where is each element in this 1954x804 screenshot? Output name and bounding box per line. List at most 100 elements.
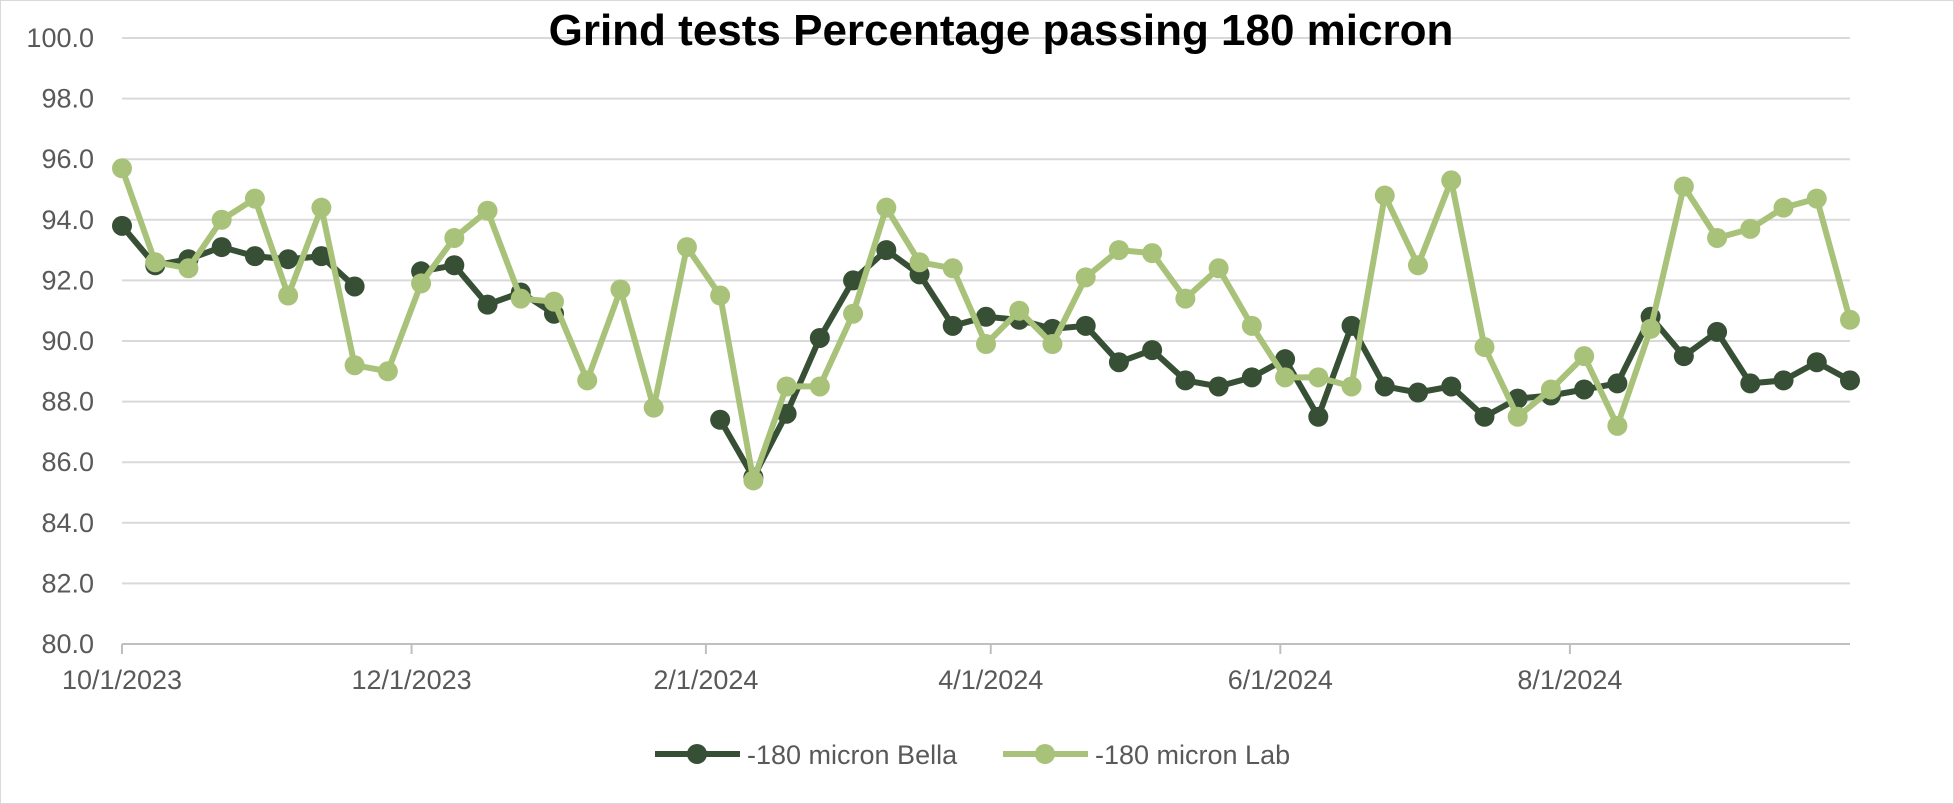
data-point bbox=[244, 246, 265, 267]
data-point bbox=[1308, 367, 1329, 388]
data-point bbox=[876, 197, 897, 218]
data-point bbox=[411, 273, 432, 294]
y-tick-label: 96.0 bbox=[41, 144, 94, 174]
y-tick-label: 88.0 bbox=[41, 387, 94, 417]
data-point bbox=[1806, 352, 1827, 373]
data-point bbox=[1707, 321, 1728, 342]
data-point bbox=[1341, 376, 1362, 397]
data-point bbox=[1341, 315, 1362, 336]
data-point bbox=[444, 227, 465, 248]
legend-item: -180 micron Bella bbox=[655, 740, 958, 770]
data-point bbox=[477, 200, 498, 221]
data-point bbox=[1673, 176, 1694, 197]
data-point bbox=[843, 270, 864, 291]
data-point bbox=[1208, 258, 1229, 279]
data-point bbox=[311, 246, 332, 267]
axes: 80.0 82.0 84.0 86.0 88.0 90.0 92.0 94.0 96.0 98.0… bbox=[26, 23, 1622, 695]
data-point bbox=[1441, 170, 1462, 191]
data-point bbox=[809, 327, 830, 348]
data-point bbox=[1175, 288, 1196, 309]
x-tick-label: 10/1/2023 bbox=[62, 665, 182, 695]
data-point bbox=[145, 252, 166, 273]
data-point bbox=[1840, 370, 1860, 391]
data-point bbox=[444, 255, 465, 276]
data-point bbox=[1474, 406, 1495, 427]
data-point bbox=[843, 303, 864, 324]
data-point bbox=[1607, 415, 1628, 436]
data-point bbox=[510, 288, 531, 309]
data-point bbox=[1009, 300, 1030, 321]
data-point bbox=[344, 355, 365, 376]
data-point bbox=[942, 258, 963, 279]
x-tick-label: 4/1/2024 bbox=[938, 665, 1043, 695]
data-point bbox=[1574, 379, 1595, 400]
data-point bbox=[710, 409, 731, 430]
data-point bbox=[477, 294, 498, 315]
data-point bbox=[1540, 379, 1561, 400]
data-point bbox=[1108, 240, 1129, 261]
data-point bbox=[976, 306, 996, 327]
y-tick-label: 84.0 bbox=[41, 508, 94, 538]
data-point bbox=[544, 291, 564, 312]
data-point bbox=[1773, 197, 1794, 218]
data-point bbox=[1574, 346, 1595, 367]
data-point bbox=[377, 361, 398, 382]
y-tick-label: 80.0 bbox=[41, 629, 94, 659]
data-point bbox=[1142, 340, 1163, 361]
data-point bbox=[1607, 373, 1628, 394]
data-point bbox=[1241, 367, 1262, 388]
legend-label: -180 micron Lab bbox=[1095, 740, 1290, 770]
data-point bbox=[1075, 267, 1096, 288]
data-point bbox=[1308, 406, 1329, 427]
data-point bbox=[1740, 218, 1761, 239]
data-point bbox=[1042, 334, 1063, 355]
data-point bbox=[1374, 185, 1395, 206]
y-tick-label: 90.0 bbox=[41, 326, 94, 356]
data-point bbox=[112, 158, 132, 179]
data-point bbox=[278, 285, 299, 306]
x-tick-label: 12/1/2023 bbox=[352, 665, 472, 695]
data-point bbox=[942, 315, 963, 336]
series-lab bbox=[112, 158, 1860, 491]
data-point bbox=[643, 397, 664, 418]
data-point bbox=[1640, 318, 1661, 339]
x-tick-label: 8/1/2024 bbox=[1517, 665, 1622, 695]
data-point bbox=[1507, 406, 1528, 427]
y-tick-label: 82.0 bbox=[41, 568, 94, 598]
data-point bbox=[178, 258, 199, 279]
data-point bbox=[1108, 352, 1129, 373]
legend-item: -180 micron Lab bbox=[1003, 740, 1290, 770]
data-point bbox=[809, 376, 830, 397]
data-point bbox=[1773, 370, 1794, 391]
data-point bbox=[211, 209, 232, 230]
data-point bbox=[1241, 315, 1262, 336]
data-point bbox=[1441, 376, 1462, 397]
data-point bbox=[1208, 376, 1229, 397]
y-tick-label: 100.0 bbox=[26, 23, 94, 53]
data-point bbox=[1408, 255, 1428, 276]
data-point bbox=[1474, 337, 1495, 358]
data-point bbox=[909, 252, 930, 273]
data-point bbox=[1175, 370, 1196, 391]
y-tick-label: 86.0 bbox=[41, 447, 94, 477]
data-point bbox=[1740, 373, 1761, 394]
legend-swatch-marker bbox=[1035, 744, 1055, 764]
chart-title: Grind tests Percentage passing 180 micro… bbox=[549, 6, 1454, 55]
data-point bbox=[743, 470, 764, 491]
y-tick-label: 94.0 bbox=[41, 205, 94, 235]
data-point bbox=[311, 197, 332, 218]
y-tick-label: 98.0 bbox=[41, 84, 94, 114]
data-point bbox=[1275, 367, 1296, 388]
x-tick-label: 2/1/2024 bbox=[653, 665, 758, 695]
data-point bbox=[776, 376, 797, 397]
data-point bbox=[1075, 315, 1096, 336]
data-point bbox=[344, 276, 365, 297]
data-point bbox=[710, 285, 731, 306]
data-point bbox=[1673, 346, 1694, 367]
data-point bbox=[1408, 382, 1428, 403]
y-tick-label: 92.0 bbox=[41, 265, 94, 295]
data-point bbox=[112, 215, 132, 236]
data-point bbox=[244, 188, 265, 209]
